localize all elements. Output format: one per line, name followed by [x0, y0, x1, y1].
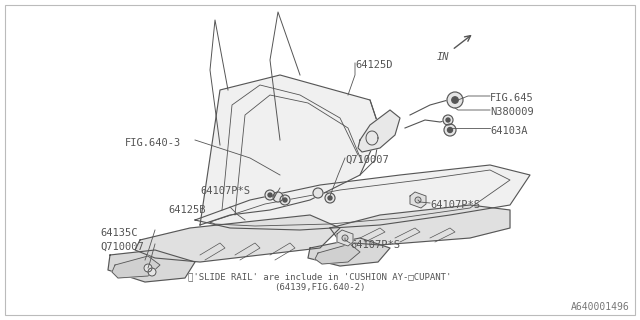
Circle shape	[148, 268, 156, 276]
Text: 64103A: 64103A	[490, 126, 527, 136]
Polygon shape	[358, 110, 400, 152]
Text: FIG.640-3: FIG.640-3	[125, 138, 181, 148]
Circle shape	[268, 193, 272, 197]
Polygon shape	[308, 238, 390, 266]
Polygon shape	[108, 250, 195, 282]
Text: Q710007: Q710007	[100, 242, 144, 252]
Circle shape	[283, 198, 287, 202]
Text: (64139,FIG.640-2): (64139,FIG.640-2)	[275, 283, 365, 292]
Polygon shape	[330, 205, 510, 245]
Circle shape	[325, 193, 335, 203]
Circle shape	[443, 115, 453, 125]
Text: Q710007: Q710007	[345, 155, 388, 165]
Circle shape	[452, 97, 458, 103]
Circle shape	[144, 264, 152, 272]
Circle shape	[265, 190, 275, 200]
Circle shape	[273, 192, 283, 202]
Text: ※'SLIDE RAIL' are include in 'CUSHION AY-□CUPANT': ※'SLIDE RAIL' are include in 'CUSHION AY…	[188, 272, 452, 281]
Polygon shape	[195, 165, 530, 230]
Text: 64125D: 64125D	[355, 60, 392, 70]
Text: 64107P*S: 64107P*S	[430, 200, 480, 210]
Polygon shape	[200, 75, 380, 225]
Polygon shape	[410, 192, 426, 208]
Text: 64107P*S: 64107P*S	[350, 240, 400, 250]
Circle shape	[447, 92, 463, 108]
Text: A640001496: A640001496	[572, 302, 630, 312]
Text: N380009: N380009	[490, 107, 534, 117]
Circle shape	[342, 235, 348, 241]
Polygon shape	[135, 215, 340, 262]
Circle shape	[446, 118, 450, 122]
Circle shape	[280, 195, 290, 205]
Circle shape	[313, 188, 323, 198]
Polygon shape	[112, 256, 160, 278]
Text: 64125B: 64125B	[168, 205, 205, 215]
Text: 64135C: 64135C	[100, 228, 138, 238]
Circle shape	[447, 127, 452, 132]
Circle shape	[444, 124, 456, 136]
Text: IN: IN	[436, 52, 449, 62]
Polygon shape	[315, 244, 360, 264]
Polygon shape	[337, 230, 353, 246]
Circle shape	[415, 197, 421, 203]
Text: FIG.645: FIG.645	[490, 93, 534, 103]
Circle shape	[328, 196, 332, 200]
Text: 64107P*S: 64107P*S	[200, 186, 250, 196]
